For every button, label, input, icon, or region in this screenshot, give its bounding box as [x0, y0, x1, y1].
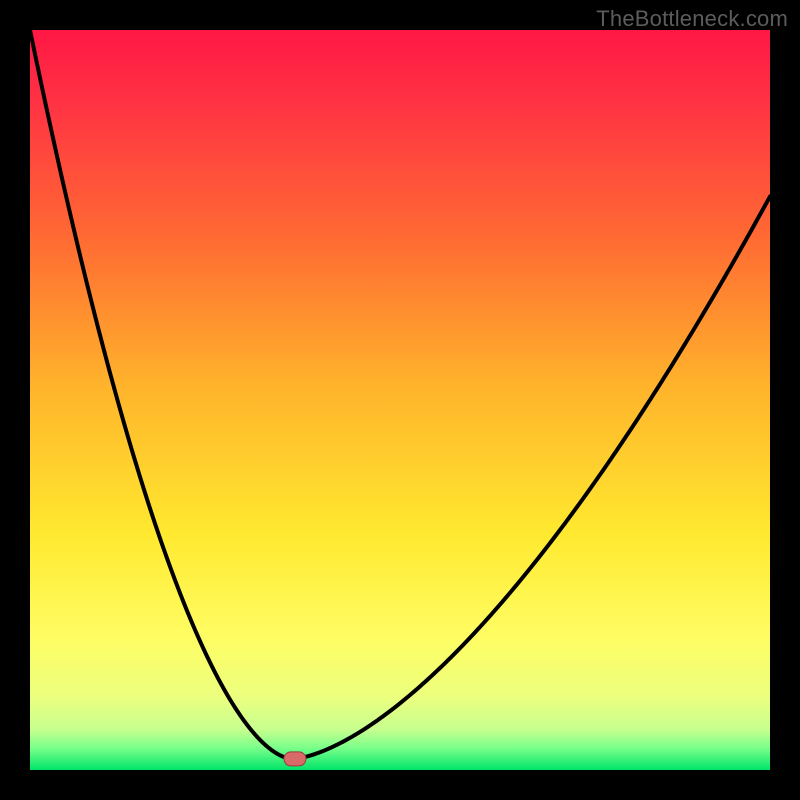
- watermark-text: TheBottleneck.com: [596, 6, 788, 32]
- plot-gradient-background: [30, 30, 770, 770]
- chart-frame: TheBottleneck.com: [0, 0, 800, 800]
- optimum-marker: [284, 752, 306, 766]
- bottleneck-curve-chart: [0, 0, 800, 800]
